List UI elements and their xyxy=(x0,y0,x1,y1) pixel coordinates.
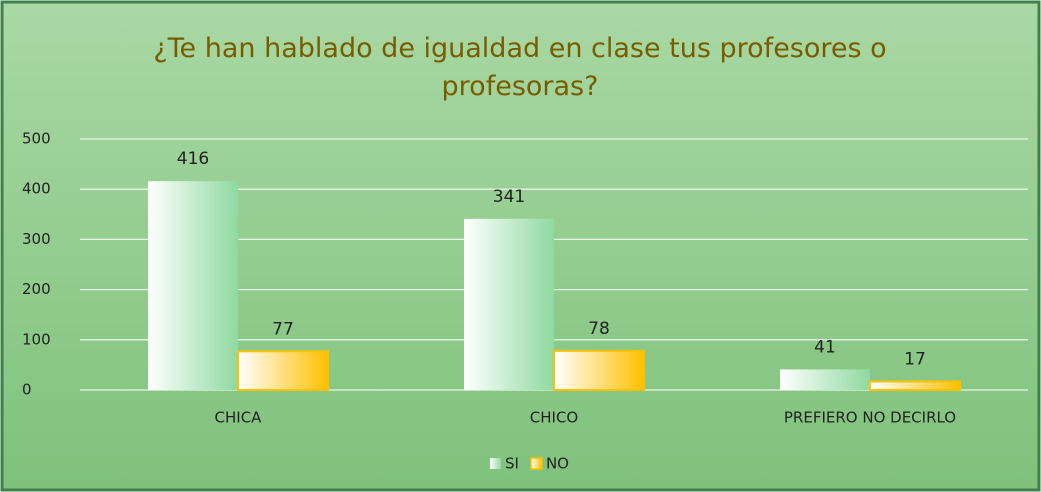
legend-swatch xyxy=(490,458,501,469)
x-tick-label: CHICA xyxy=(215,409,263,427)
bar xyxy=(237,350,329,392)
y-tick-label: 200 xyxy=(22,280,51,298)
data-label: 77 xyxy=(272,319,294,339)
bar xyxy=(148,181,238,390)
data-label: 41 xyxy=(814,337,836,357)
data-label: 78 xyxy=(588,319,610,339)
y-tick-label: 0 xyxy=(22,381,32,399)
x-tick-label: CHICO xyxy=(530,409,578,427)
bar xyxy=(464,218,554,390)
chart-title: ¿Te han hablado de igualdad en clase tus… xyxy=(153,33,887,102)
legend-swatch xyxy=(530,457,543,470)
y-tick-label: 500 xyxy=(22,130,51,148)
x-tick-label: PREFIERO NO DECIRLO xyxy=(784,409,956,427)
y-tick-label: 100 xyxy=(22,330,51,348)
data-label: 17 xyxy=(904,349,926,369)
y-tick-label: 400 xyxy=(22,180,51,198)
legend-label: NO xyxy=(546,455,569,473)
data-label: 341 xyxy=(493,187,525,207)
legend-label: SI xyxy=(505,455,519,473)
bar xyxy=(869,380,961,392)
y-tick-label: 300 xyxy=(22,230,51,248)
bar xyxy=(553,349,645,391)
bar xyxy=(780,369,870,390)
data-label: 416 xyxy=(177,149,209,169)
